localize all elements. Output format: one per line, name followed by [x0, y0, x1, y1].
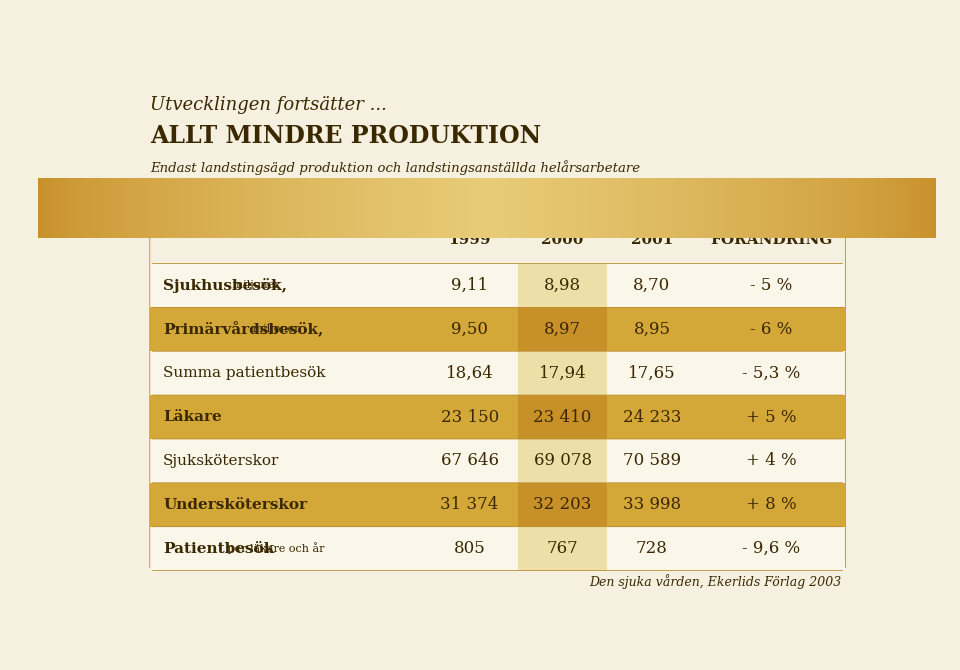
Text: 2001: 2001 — [631, 233, 673, 247]
Bar — [421, 351, 518, 395]
Bar — [697, 351, 846, 395]
Text: 2000: 2000 — [541, 233, 584, 247]
Bar — [518, 308, 608, 351]
Bar — [518, 483, 608, 527]
Bar — [518, 263, 608, 308]
Text: 24 233: 24 233 — [623, 409, 682, 425]
Text: 8,95: 8,95 — [634, 321, 670, 338]
Bar — [608, 439, 697, 483]
Text: 8,70: 8,70 — [634, 277, 671, 294]
Text: 18,64: 18,64 — [445, 364, 493, 382]
Text: 32 203: 32 203 — [534, 496, 592, 513]
Bar — [421, 395, 518, 439]
Text: 23 410: 23 410 — [534, 409, 592, 425]
Text: 805: 805 — [454, 540, 486, 557]
Text: 9,11: 9,11 — [451, 277, 489, 294]
Bar — [608, 483, 697, 527]
Bar — [608, 263, 697, 308]
Bar — [518, 439, 608, 483]
Bar — [697, 263, 846, 308]
Text: + 8 %: + 8 % — [746, 496, 796, 513]
Text: 767: 767 — [547, 540, 579, 557]
Text: Den sjuka vården, Ekerlids Förlag 2003: Den sjuka vården, Ekerlids Förlag 2003 — [589, 574, 842, 588]
Text: 70 589: 70 589 — [623, 452, 681, 470]
Bar — [608, 308, 697, 351]
Bar — [608, 527, 697, 570]
Text: + 4 %: + 4 % — [746, 452, 796, 470]
Bar — [518, 395, 608, 439]
Text: Utvecklingen fortsätter ...: Utvecklingen fortsätter ... — [150, 96, 387, 114]
Text: 728: 728 — [636, 540, 668, 557]
Text: 31 374: 31 374 — [441, 496, 499, 513]
Text: Sjuksköterskor: Sjuksköterskor — [163, 454, 279, 468]
Text: 67 646: 67 646 — [441, 452, 498, 470]
Bar — [697, 527, 846, 570]
Text: 69 078: 69 078 — [534, 452, 591, 470]
Text: 33 998: 33 998 — [623, 496, 681, 513]
Bar — [697, 483, 846, 527]
Text: FÖRÄNDRING: FÖRÄNDRING — [709, 233, 832, 247]
Bar — [697, 439, 846, 483]
Bar — [518, 527, 608, 570]
Text: - 9,6 %: - 9,6 % — [742, 540, 800, 557]
Text: - 6 %: - 6 % — [750, 321, 792, 338]
Bar — [421, 483, 518, 527]
Bar — [608, 395, 697, 439]
Bar — [421, 439, 518, 483]
Text: miljoner: miljoner — [228, 281, 279, 291]
Text: Undersköterskor: Undersköterskor — [163, 498, 307, 512]
Text: ALLT MINDRE PRODUKTION: ALLT MINDRE PRODUKTION — [150, 124, 541, 148]
Text: Läkare: Läkare — [163, 410, 222, 424]
Bar — [150, 308, 421, 351]
Text: miljoner: miljoner — [250, 324, 300, 334]
Bar — [150, 395, 421, 439]
Text: 9,50: 9,50 — [451, 321, 489, 338]
Text: - 5,3 %: - 5,3 % — [742, 364, 800, 382]
Text: Patientbesök: Patientbesök — [163, 541, 275, 555]
Bar — [697, 308, 846, 351]
Bar — [150, 483, 421, 527]
Bar — [150, 263, 421, 308]
Bar — [697, 395, 846, 439]
Text: 17,94: 17,94 — [539, 364, 587, 382]
Text: 8,98: 8,98 — [544, 277, 581, 294]
Bar — [150, 527, 421, 570]
Text: 17,65: 17,65 — [628, 364, 676, 382]
Text: Sjukhusbesök,: Sjukhusbesök, — [163, 278, 287, 293]
Bar — [421, 308, 518, 351]
Text: 8,97: 8,97 — [544, 321, 581, 338]
Bar — [608, 351, 697, 395]
Text: per läkare och år: per läkare och år — [224, 543, 324, 555]
Text: - 5 %: - 5 % — [750, 277, 792, 294]
Bar — [421, 527, 518, 570]
Text: Primärvårdsbesök,: Primärvårdsbesök, — [163, 322, 324, 337]
Text: Summa patientbesök: Summa patientbesök — [163, 366, 325, 380]
Bar — [421, 263, 518, 308]
Text: Endast landstingsägd produktion och landstingsanställda helårsarbetare: Endast landstingsägd produktion och land… — [150, 160, 640, 176]
Bar — [150, 351, 421, 395]
Text: 23 150: 23 150 — [441, 409, 499, 425]
Bar — [518, 351, 608, 395]
Bar — [150, 439, 421, 483]
Text: + 5 %: + 5 % — [746, 409, 796, 425]
Text: 1999: 1999 — [448, 233, 491, 247]
